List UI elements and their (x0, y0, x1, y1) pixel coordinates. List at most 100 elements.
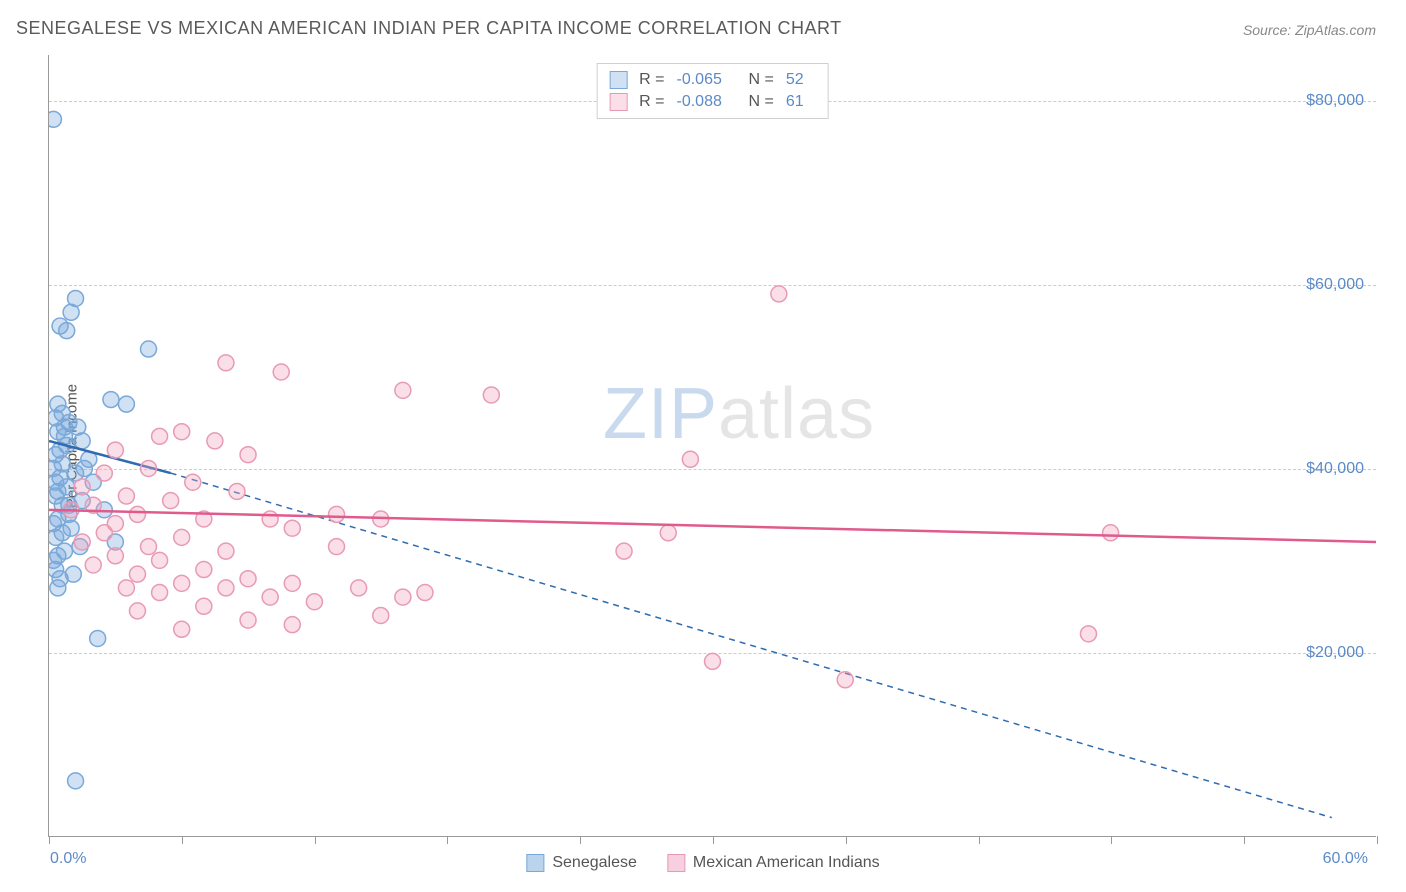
scatter-point (118, 488, 134, 504)
trend-line (49, 510, 1376, 542)
legend-swatch (526, 854, 544, 872)
scatter-point (96, 465, 112, 481)
scatter-point (49, 111, 61, 127)
scatter-point (141, 341, 157, 357)
r-label: R = (639, 71, 664, 89)
scatter-point (660, 525, 676, 541)
chart-title: SENEGALESE VS MEXICAN AMERICAN INDIAN PE… (16, 18, 842, 39)
legend-label: Mexican American Indians (693, 854, 880, 872)
scatter-point (59, 323, 75, 339)
scatter-point (329, 506, 345, 522)
scatter-point (141, 460, 157, 476)
series-legend: Senegalese Mexican American Indians (526, 854, 879, 872)
stats-legend-row: R = -0.065 N = 52 (609, 69, 816, 91)
scatter-point (90, 630, 106, 646)
scatter-point (273, 364, 289, 380)
scatter-point (129, 566, 145, 582)
scatter-point (284, 520, 300, 536)
scatter-point (74, 479, 90, 495)
scatter-point (837, 672, 853, 688)
x-tick (846, 836, 847, 844)
scatter-point (174, 621, 190, 637)
scatter-point (163, 493, 179, 509)
scatter-point (395, 589, 411, 605)
scatter-point (395, 382, 411, 398)
scatter-point (240, 571, 256, 587)
x-tick (1244, 836, 1245, 844)
scatter-point (68, 773, 84, 789)
scatter-point (174, 529, 190, 545)
x-tick (447, 836, 448, 844)
scatter-point (85, 557, 101, 573)
scatter-point (152, 428, 168, 444)
scatter-point (284, 617, 300, 633)
scatter-point (118, 396, 134, 412)
x-tick (49, 836, 50, 844)
scatter-point (107, 548, 123, 564)
scatter-point (141, 539, 157, 555)
scatter-point (96, 525, 112, 541)
scatter-point (174, 424, 190, 440)
scatter-point (118, 580, 134, 596)
r-value: -0.065 (677, 71, 737, 89)
legend-swatch (609, 71, 627, 89)
scatter-point (351, 580, 367, 596)
x-tick (580, 836, 581, 844)
scatter-point (63, 304, 79, 320)
scatter-point (49, 474, 64, 490)
chart-svg (49, 55, 1376, 836)
scatter-point (616, 543, 632, 559)
r-label: R = (639, 93, 664, 111)
legend-swatch (609, 93, 627, 111)
trend-line-extrapolated (171, 473, 1332, 818)
scatter-point (107, 442, 123, 458)
r-value: -0.088 (677, 93, 737, 111)
scatter-point (284, 575, 300, 591)
scatter-point (1103, 525, 1119, 541)
x-tick (1111, 836, 1112, 844)
scatter-point (262, 511, 278, 527)
scatter-point (218, 355, 234, 371)
scatter-point (196, 562, 212, 578)
x-tick (182, 836, 183, 844)
scatter-point (52, 571, 68, 587)
scatter-point (152, 585, 168, 601)
x-tick (713, 836, 714, 844)
x-tick (1377, 836, 1378, 844)
scatter-point (1080, 626, 1096, 642)
scatter-point (218, 580, 234, 596)
legend-item: Senegalese (526, 854, 637, 872)
plot-area: ZIPatlas R =-0.065N =52R =-0.088N =61 (48, 55, 1376, 837)
scatter-point (771, 286, 787, 302)
scatter-point (129, 603, 145, 619)
scatter-point (196, 598, 212, 614)
legend-label: Senegalese (552, 854, 637, 872)
stats-legend: R = -0.065 N = 52 R = -0.088 N = 61 (596, 63, 829, 119)
scatter-point (483, 387, 499, 403)
source-label: Source: ZipAtlas.com (1243, 22, 1376, 38)
scatter-point (229, 483, 245, 499)
scatter-point (218, 543, 234, 559)
n-label: N = (749, 71, 774, 89)
scatter-point (240, 447, 256, 463)
x-tick (979, 836, 980, 844)
scatter-point (129, 506, 145, 522)
n-label: N = (749, 93, 774, 111)
scatter-point (76, 460, 92, 476)
scatter-point (152, 552, 168, 568)
scatter-point (56, 419, 72, 435)
n-value: 52 (786, 71, 816, 89)
scatter-point (705, 653, 721, 669)
legend-swatch (667, 854, 685, 872)
scatter-point (103, 392, 119, 408)
scatter-point (306, 594, 322, 610)
scatter-point (74, 534, 90, 550)
scatter-point (185, 474, 201, 490)
x-tick (315, 836, 316, 844)
x-axis-min: 0.0% (50, 850, 86, 868)
scatter-point (74, 433, 90, 449)
scatter-point (207, 433, 223, 449)
scatter-point (417, 585, 433, 601)
n-value: 61 (786, 93, 816, 111)
scatter-point (373, 607, 389, 623)
